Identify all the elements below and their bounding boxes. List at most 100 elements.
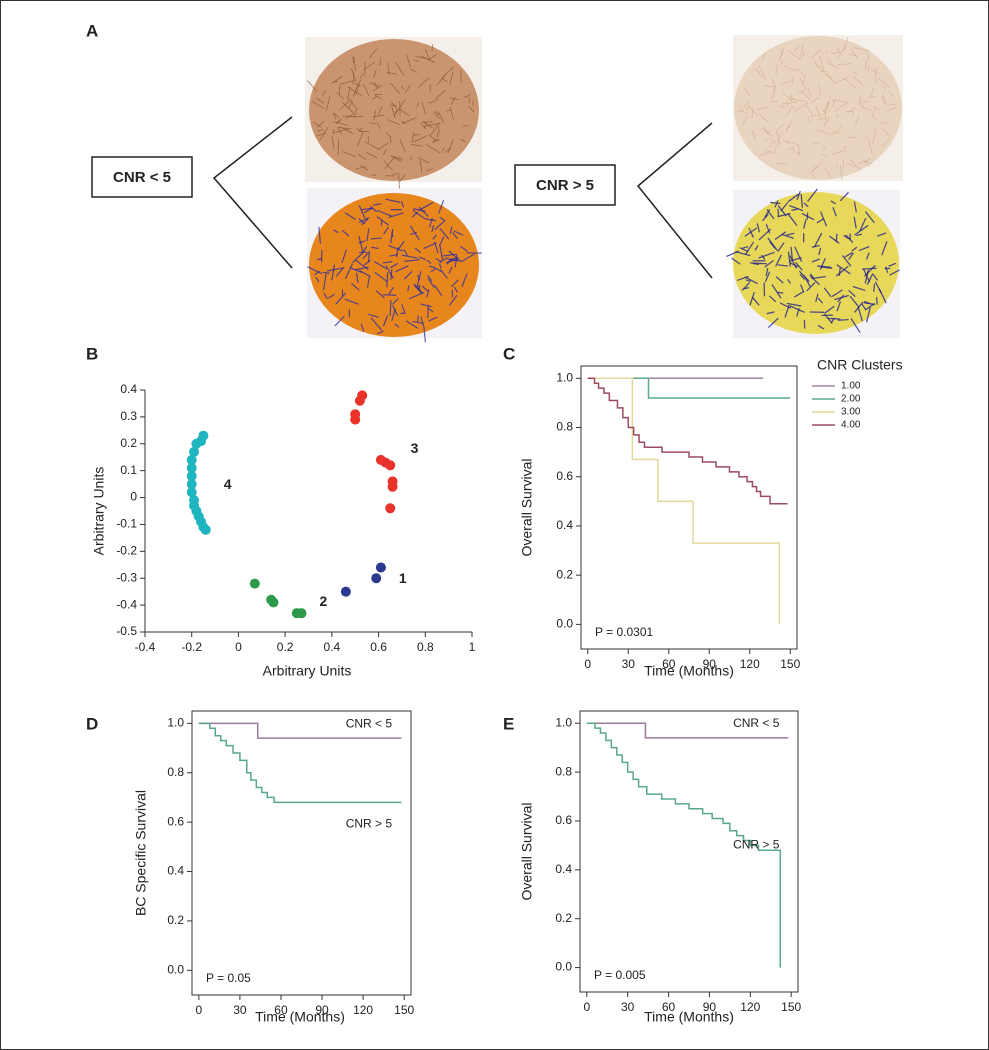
texture-stroke bbox=[861, 267, 877, 270]
texture-stroke bbox=[840, 165, 843, 181]
texture-stroke bbox=[423, 242, 437, 249]
texture-stroke bbox=[877, 232, 887, 237]
texture-stroke bbox=[752, 262, 760, 266]
texture-stroke bbox=[820, 266, 833, 269]
texture-stroke bbox=[331, 75, 343, 84]
texture-stroke bbox=[404, 259, 421, 262]
point bbox=[200, 524, 211, 535]
texture-stroke bbox=[401, 254, 418, 259]
texture-stroke bbox=[872, 274, 878, 281]
x-tick-label: 120 bbox=[740, 657, 760, 671]
texture-stroke bbox=[371, 246, 379, 250]
texture-stroke bbox=[399, 108, 410, 117]
texture-stroke bbox=[390, 101, 398, 109]
texture-stroke bbox=[848, 136, 858, 139]
texture-stroke bbox=[336, 91, 344, 99]
y-tick-label: 0.4 bbox=[556, 518, 573, 532]
texture-stroke bbox=[420, 159, 423, 174]
texture-stroke bbox=[836, 163, 838, 168]
texture-stroke bbox=[307, 266, 323, 275]
texture-stroke bbox=[424, 122, 441, 127]
texture-stroke bbox=[338, 85, 341, 95]
texture-stroke bbox=[449, 257, 459, 260]
y-tick-label: 0.0 bbox=[167, 962, 184, 976]
survival-curve bbox=[586, 722, 782, 968]
texture-stroke bbox=[751, 129, 756, 140]
texture-stroke bbox=[803, 219, 807, 229]
texture-stroke bbox=[831, 289, 843, 297]
texture-stroke bbox=[345, 112, 355, 120]
texture-stroke bbox=[361, 207, 373, 211]
texture-stroke bbox=[418, 77, 430, 88]
texture-stroke bbox=[819, 55, 824, 70]
texture-stroke bbox=[420, 303, 432, 308]
x-tick-label: -0.4 bbox=[135, 640, 156, 654]
texture-stroke bbox=[412, 209, 425, 219]
texture-stroke bbox=[405, 320, 419, 329]
texture-stroke bbox=[796, 308, 800, 317]
y-axis-label: Arbitrary Units bbox=[91, 467, 107, 556]
texture-stroke bbox=[813, 167, 816, 173]
chart: -0.4 -0.2 0 0.2 0.4 0.6 0.8 1 -0.5 -0.4 -0.3 -0.2 -0… bbox=[91, 382, 476, 679]
texture-stroke bbox=[741, 115, 749, 126]
texture-stroke bbox=[378, 106, 383, 115]
texture-stroke bbox=[831, 317, 835, 323]
texture-stroke bbox=[765, 150, 773, 154]
texture-stroke bbox=[791, 98, 806, 102]
texture-stroke bbox=[373, 110, 376, 121]
texture-stroke bbox=[439, 228, 450, 240]
texture-stroke bbox=[427, 54, 437, 61]
point bbox=[186, 479, 197, 490]
texture-stroke bbox=[408, 291, 425, 300]
chart: 0 30 60 90 120 150 0.0 0.2 0.4 0.6 0.8 1.0 Time (Mon… bbox=[133, 710, 414, 1025]
texture-stroke bbox=[422, 121, 433, 129]
texture-stroke bbox=[406, 54, 411, 68]
texture-stroke bbox=[460, 139, 466, 143]
texture-stroke bbox=[395, 99, 406, 114]
curve-label: CNR < 5 bbox=[346, 716, 393, 730]
texture-stroke bbox=[743, 287, 750, 290]
texture-stroke bbox=[831, 130, 835, 137]
point bbox=[186, 487, 197, 498]
texture-stroke bbox=[392, 298, 399, 305]
texture-stroke bbox=[384, 156, 396, 169]
y-tick-label: -0.4 bbox=[116, 597, 137, 611]
texture-stroke bbox=[764, 260, 774, 268]
texture-stroke bbox=[789, 205, 804, 212]
texture-stroke bbox=[370, 237, 382, 240]
panel-label: D bbox=[86, 714, 98, 733]
texture-stroke bbox=[758, 65, 765, 77]
texture-stroke bbox=[797, 91, 805, 94]
texture-stroke bbox=[810, 96, 820, 104]
texture-stroke bbox=[414, 285, 423, 293]
texture-stroke bbox=[767, 129, 772, 134]
texture-stroke bbox=[779, 302, 792, 309]
texture-stroke bbox=[326, 267, 344, 272]
texture-stroke bbox=[786, 302, 802, 307]
texture-stroke bbox=[413, 133, 420, 137]
texture-stroke bbox=[366, 152, 378, 159]
texture-stroke bbox=[774, 231, 787, 240]
texture-stroke bbox=[763, 85, 773, 87]
texture-stroke bbox=[794, 45, 800, 52]
legend-title: CNR Clusters bbox=[817, 357, 903, 373]
texture-stroke bbox=[854, 225, 869, 236]
texture-stroke bbox=[763, 138, 768, 142]
texture-stroke bbox=[807, 188, 818, 202]
texture-stroke bbox=[757, 106, 768, 110]
texture-stroke bbox=[881, 96, 886, 105]
texture-stroke bbox=[848, 252, 854, 260]
texture-stroke bbox=[423, 326, 426, 343]
texture-stroke bbox=[434, 285, 443, 297]
texture-stroke bbox=[316, 120, 325, 128]
texture-stroke bbox=[433, 266, 442, 272]
texture-stroke bbox=[770, 201, 781, 205]
texture-stroke bbox=[819, 258, 826, 270]
texture-stroke bbox=[800, 284, 805, 293]
texture-stroke bbox=[373, 261, 388, 270]
texture-stroke bbox=[775, 276, 784, 284]
texture-stroke bbox=[353, 56, 356, 72]
texture-stroke bbox=[781, 233, 794, 239]
chart: 0 30 60 90 120 150 0.0 0.2 0.4 0.6 0.8 1.0 Time (Mon… bbox=[519, 357, 903, 679]
